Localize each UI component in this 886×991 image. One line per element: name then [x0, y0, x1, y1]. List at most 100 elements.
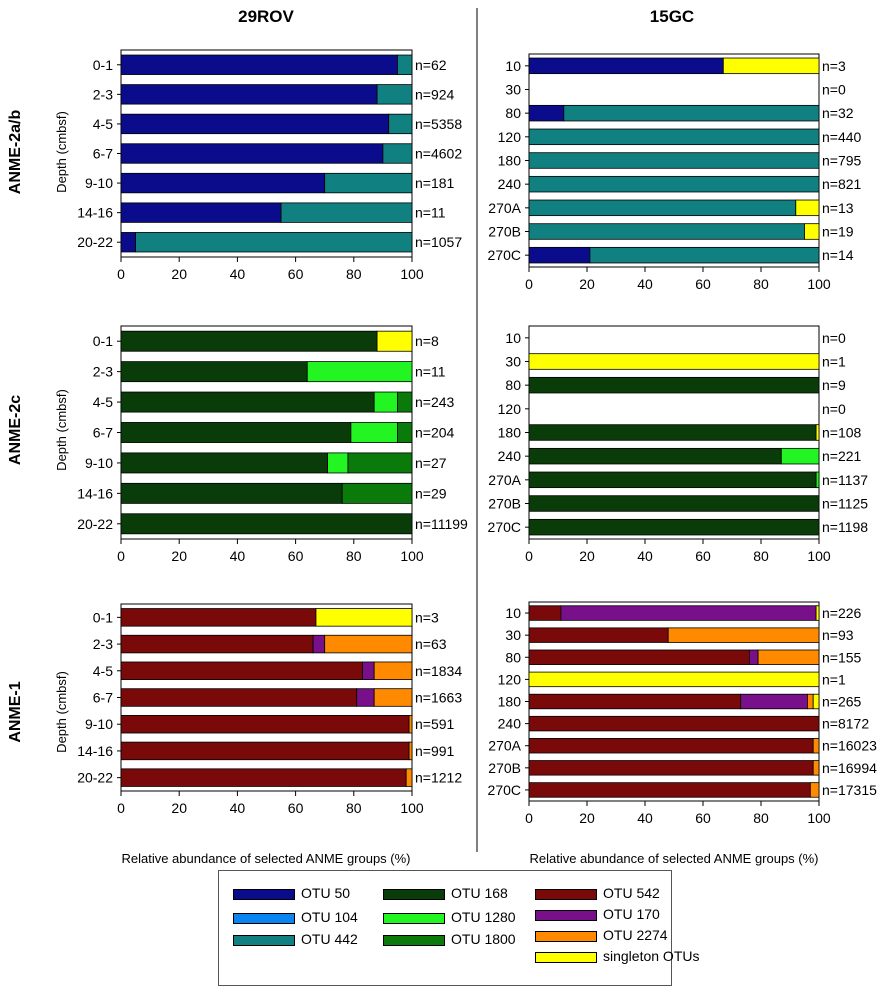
n-label: n=265: [822, 694, 862, 710]
depth-label: 10: [505, 605, 521, 621]
n-label: n=9: [822, 377, 846, 393]
bar-segment-otu-1280-2-3: [306, 361, 413, 383]
panel-15gc-anme-1: 10 n=226 30 n=93 80 n=155 120 n=1 180 n=265 240 n=8…: [488, 601, 877, 826]
bar-segment-otu-542-2-3: [120, 634, 314, 654]
x-tick-label: 100: [400, 266, 424, 282]
legend-item-singleton-otus: singleton OTUs: [535, 948, 699, 964]
bar-segment-otu-50-10: [528, 57, 724, 75]
n-label: n=821: [822, 176, 862, 192]
n-label: n=93: [822, 627, 854, 643]
bar-segment-singleton-otus-10: [722, 57, 820, 75]
depth-label: 270B: [488, 496, 521, 512]
n-label: n=155: [822, 649, 862, 665]
x-tick-label: 40: [637, 810, 653, 826]
bar-segment-otu-442-120: [528, 128, 820, 146]
bar-segment-otu-1280-4-5: [373, 391, 398, 413]
x-tick-label: 80: [346, 548, 362, 564]
panel-15gc-anme-2a-b: 10 n=3 30 n=0 80 n=32 120 n=440 180 n=795 240 n=821…: [488, 53, 862, 292]
x-tick-label: 0: [117, 800, 125, 816]
depth-label: 240: [498, 716, 522, 732]
n-label: n=3: [822, 58, 846, 74]
bar-segment-otu-542-80: [528, 649, 750, 665]
bar-segment-otu-442-2-3: [376, 84, 413, 105]
legend-swatch: [535, 888, 597, 900]
depth-label: 80: [505, 649, 521, 665]
bar-segment-singleton-otus-180: [812, 693, 820, 710]
x-tick-label: 0: [117, 266, 125, 282]
depth-label: 270C: [488, 247, 521, 263]
n-label: n=1137: [822, 472, 868, 488]
y-axis-label-row2: Depth (cmbsf): [54, 389, 69, 471]
depth-label: 9-10: [85, 175, 113, 191]
bar-segment-otu-542-270a: [528, 738, 814, 754]
n-label: n=13: [822, 200, 854, 216]
x-tick-label: 20: [171, 548, 187, 564]
depth-label: 30: [505, 82, 521, 98]
bar-segment-otu-442-180: [528, 152, 820, 169]
legend-item-otu-1280: OTU 1280: [383, 909, 516, 925]
n-label: n=1125: [822, 496, 868, 512]
bar-segment-otu-442-6-7: [382, 143, 413, 164]
depth-label: 6-7: [93, 690, 113, 706]
bar-segment-otu-442-240: [528, 175, 820, 193]
legend-swatch: [535, 930, 597, 942]
depth-label: 10: [505, 58, 521, 74]
legend: OTU 50 OTU 104 OTU 442 OTU 168 OTU 1280 …: [218, 870, 699, 986]
bar-segment-otu-50-20-22: [120, 232, 136, 253]
bar-segment-otu-170-180: [740, 693, 808, 710]
bar-segment-otu-442-9-10: [324, 172, 413, 194]
bar-segment-otu-1800-14-16: [341, 482, 413, 504]
legend-swatch: [535, 909, 597, 921]
legend-item-otu-2274: OTU 2274: [535, 927, 668, 943]
n-label: n=181: [415, 175, 455, 191]
bar-segment-otu-50-80: [528, 104, 565, 122]
bar-segment-otu-170-10: [560, 605, 817, 621]
bar-segment-otu-542-240: [528, 715, 820, 732]
depth-label: 240: [498, 176, 522, 192]
n-label: n=991: [415, 743, 455, 759]
bar-segment-otu-168-270b: [528, 495, 820, 512]
bar-segment-otu-542-4-5: [120, 661, 363, 681]
x-tick-label: 80: [753, 276, 769, 292]
bar-segment-otu-170-2-3: [312, 634, 326, 654]
depth-label: 270B: [488, 760, 521, 776]
bar-segment-otu-168-6-7: [120, 422, 352, 443]
depth-label: 120: [498, 401, 522, 417]
depth-label: 10: [505, 330, 521, 346]
n-label: n=19: [822, 224, 854, 240]
bar-segment-otu-542-14-16: [120, 741, 410, 761]
legend-label: OTU 104: [301, 909, 358, 925]
n-label: n=0: [822, 82, 846, 98]
x-tick-label: 80: [753, 548, 769, 564]
n-label: n=1057: [415, 234, 462, 250]
bar-segment-otu-168-180: [528, 424, 817, 441]
x-axis-label-29rov: Relative abundance of selected ANME grou…: [121, 851, 410, 866]
n-label: n=591: [415, 716, 455, 732]
n-label: n=3: [415, 609, 439, 625]
row-title-anme-2ab: ANME-2a/b: [7, 110, 24, 195]
bar-segment-otu-542-30: [528, 627, 669, 643]
bar-segment-singleton-otus-10: [815, 605, 820, 621]
n-label: n=16023: [822, 738, 877, 754]
bar-segment-otu-1280-6-7: [350, 422, 398, 443]
n-label: n=226: [822, 605, 862, 621]
n-label: n=1198: [822, 519, 868, 535]
bar-segment-otu-2274-270c: [809, 782, 820, 798]
x-tick-label: 100: [807, 810, 831, 826]
x-tick-label: 0: [525, 810, 533, 826]
depth-label: 180: [498, 425, 522, 441]
n-label: n=62: [415, 57, 447, 73]
n-label: n=221: [822, 448, 862, 464]
n-label: n=27: [415, 455, 447, 471]
legend-swatch: [383, 912, 445, 924]
bar-segment-otu-2274-270a: [812, 738, 820, 754]
x-tick-label: 60: [695, 276, 711, 292]
depth-label: 30: [505, 627, 521, 643]
n-label: n=0: [822, 330, 846, 346]
bar-segment-otu-542-0-1: [120, 608, 317, 627]
panel-15gc-anme-2c: 10 n=0 30 n=1 80 n=9 120 n=0 180 n=108 240 n=221 270…: [488, 325, 868, 564]
bar-segment-otu-442-4-5: [388, 113, 413, 135]
n-label: n=4602: [415, 146, 462, 162]
y-axis-label-row1: Depth (cmbsf): [54, 111, 69, 193]
